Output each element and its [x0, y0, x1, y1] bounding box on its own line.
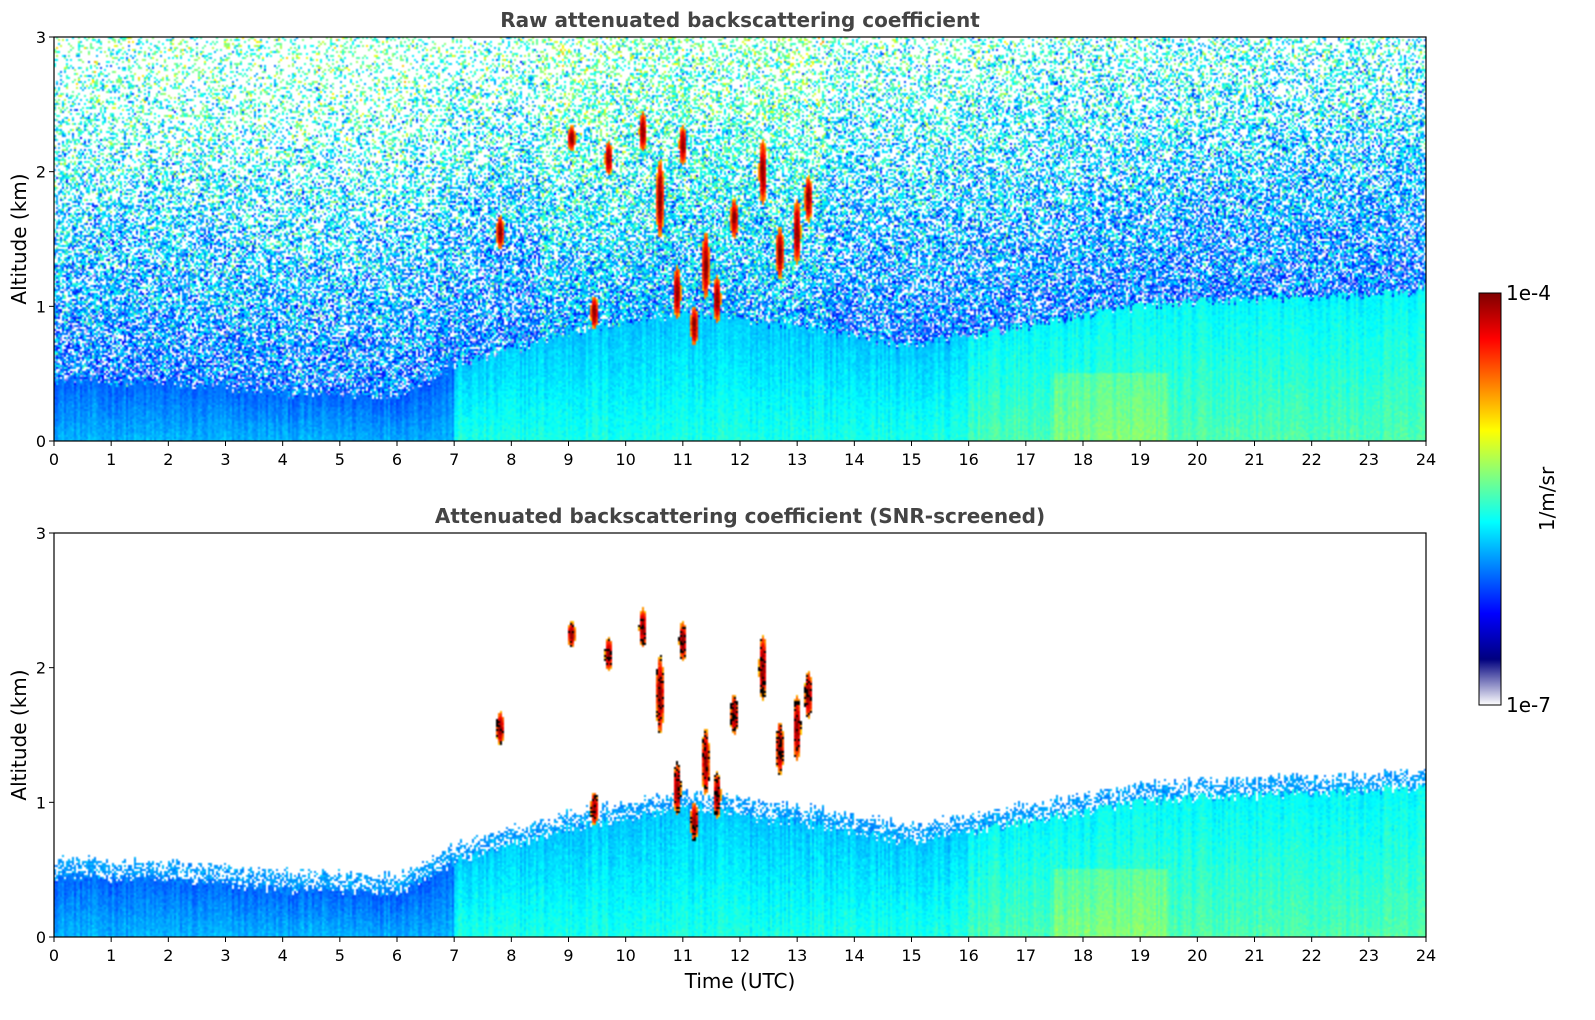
x-tick-label: 19 [1130, 450, 1150, 469]
colorbar: 1e-4 1e-7 1/m/sr [1478, 281, 1559, 717]
colorbar-max-label: 1e-4 [1506, 281, 1551, 305]
x-tick-label: 4 [278, 946, 288, 965]
x-tick-label: 15 [901, 450, 921, 469]
x-tick-label: 16 [958, 450, 978, 469]
x-tick-label: 22 [1301, 450, 1321, 469]
x-tick-label: 3 [220, 946, 230, 965]
panel-raw: Raw attenuated backscattering coefficien… [7, 8, 1436, 469]
x-tick-label: 10 [615, 946, 635, 965]
x-tick-label: 13 [787, 450, 807, 469]
panel-raw-y-ticks: 0 1 2 3 [36, 28, 54, 451]
colorbar-unit-label: 1/m/sr [1535, 466, 1559, 531]
x-tick-label: 18 [1073, 450, 1093, 469]
x-tick-label: 20 [1187, 946, 1207, 965]
x-tick-label: 12 [730, 946, 750, 965]
x-tick-label: 5 [335, 450, 345, 469]
colorbar-gradient [1478, 292, 1502, 706]
x-tick-label: 6 [392, 946, 402, 965]
x-tick-label: 23 [1359, 450, 1379, 469]
y-tick-label: 2 [36, 163, 46, 182]
x-tick-label: 14 [844, 946, 864, 965]
x-tick-label: 21 [1244, 946, 1264, 965]
x-tick-label: 1 [106, 946, 116, 965]
panel-screened: Attenuated backscattering coefficient (S… [7, 504, 1436, 993]
x-tick-label: 1 [106, 450, 116, 469]
x-tick-label: 21 [1244, 450, 1264, 469]
x-tick-label: 8 [506, 946, 516, 965]
x-tick-label: 22 [1301, 946, 1321, 965]
x-tick-label: 2 [163, 946, 173, 965]
y-tick-label: 2 [36, 659, 46, 678]
panel-raw-x-ticks: 0 1 2 3 4 5 6 7 8 9 10 11 12 13 14 15 16 17 18 19 20 21 22 23 24 [49, 441, 1436, 469]
y-tick-label: 3 [36, 524, 46, 543]
x-tick-label: 6 [392, 450, 402, 469]
x-tick-label: 19 [1130, 946, 1150, 965]
y-tick-label: 0 [36, 432, 46, 451]
x-tick-label: 12 [730, 450, 750, 469]
x-tick-label: 15 [901, 946, 921, 965]
x-tick-label: 0 [49, 450, 59, 469]
x-tick-label: 9 [563, 946, 573, 965]
panel-screened-heatmap [54, 533, 1426, 937]
x-tick-label: 16 [958, 946, 978, 965]
x-tick-label: 13 [787, 946, 807, 965]
x-tick-label: 10 [615, 450, 635, 469]
panel-screened-ylabel: Altitude (km) [7, 669, 31, 800]
x-tick-label: 5 [335, 946, 345, 965]
x-tick-label: 3 [220, 450, 230, 469]
x-tick-label: 14 [844, 450, 864, 469]
x-tick-label: 4 [278, 450, 288, 469]
panel-screened-title: Attenuated backscattering coefficient (S… [435, 504, 1045, 528]
x-tick-label: 24 [1416, 946, 1436, 965]
panel-screened-x-ticks: 0 1 2 3 4 5 6 7 8 9 10 11 12 13 14 15 16 17 18 19 20 21 22 23 24 [49, 937, 1436, 965]
x-tick-label: 17 [1016, 946, 1036, 965]
x-tick-label: 20 [1187, 450, 1207, 469]
y-tick-label: 1 [36, 297, 46, 316]
x-tick-label: 17 [1016, 450, 1036, 469]
x-tick-label: 7 [449, 450, 459, 469]
panel-raw-heatmap [54, 37, 1426, 441]
x-tick-label: 0 [49, 946, 59, 965]
y-tick-label: 3 [36, 28, 46, 47]
x-tick-label: 18 [1073, 946, 1093, 965]
x-tick-label: 24 [1416, 450, 1436, 469]
panel-raw-ylabel: Altitude (km) [7, 173, 31, 304]
x-tick-label: 11 [673, 450, 693, 469]
x-tick-label: 7 [449, 946, 459, 965]
x-tick-label: 11 [673, 946, 693, 965]
panel-raw-title: Raw attenuated backscattering coefficien… [500, 8, 980, 32]
x-tick-label: 2 [163, 450, 173, 469]
panel-screened-y-ticks: 0 1 2 3 [36, 524, 54, 947]
colorbar-min-label: 1e-7 [1506, 693, 1551, 717]
panel-screened-xlabel: Time (UTC) [684, 969, 796, 993]
y-tick-label: 0 [36, 928, 46, 947]
x-tick-label: 23 [1359, 946, 1379, 965]
y-tick-label: 1 [36, 793, 46, 812]
x-tick-label: 9 [563, 450, 573, 469]
x-tick-label: 8 [506, 450, 516, 469]
